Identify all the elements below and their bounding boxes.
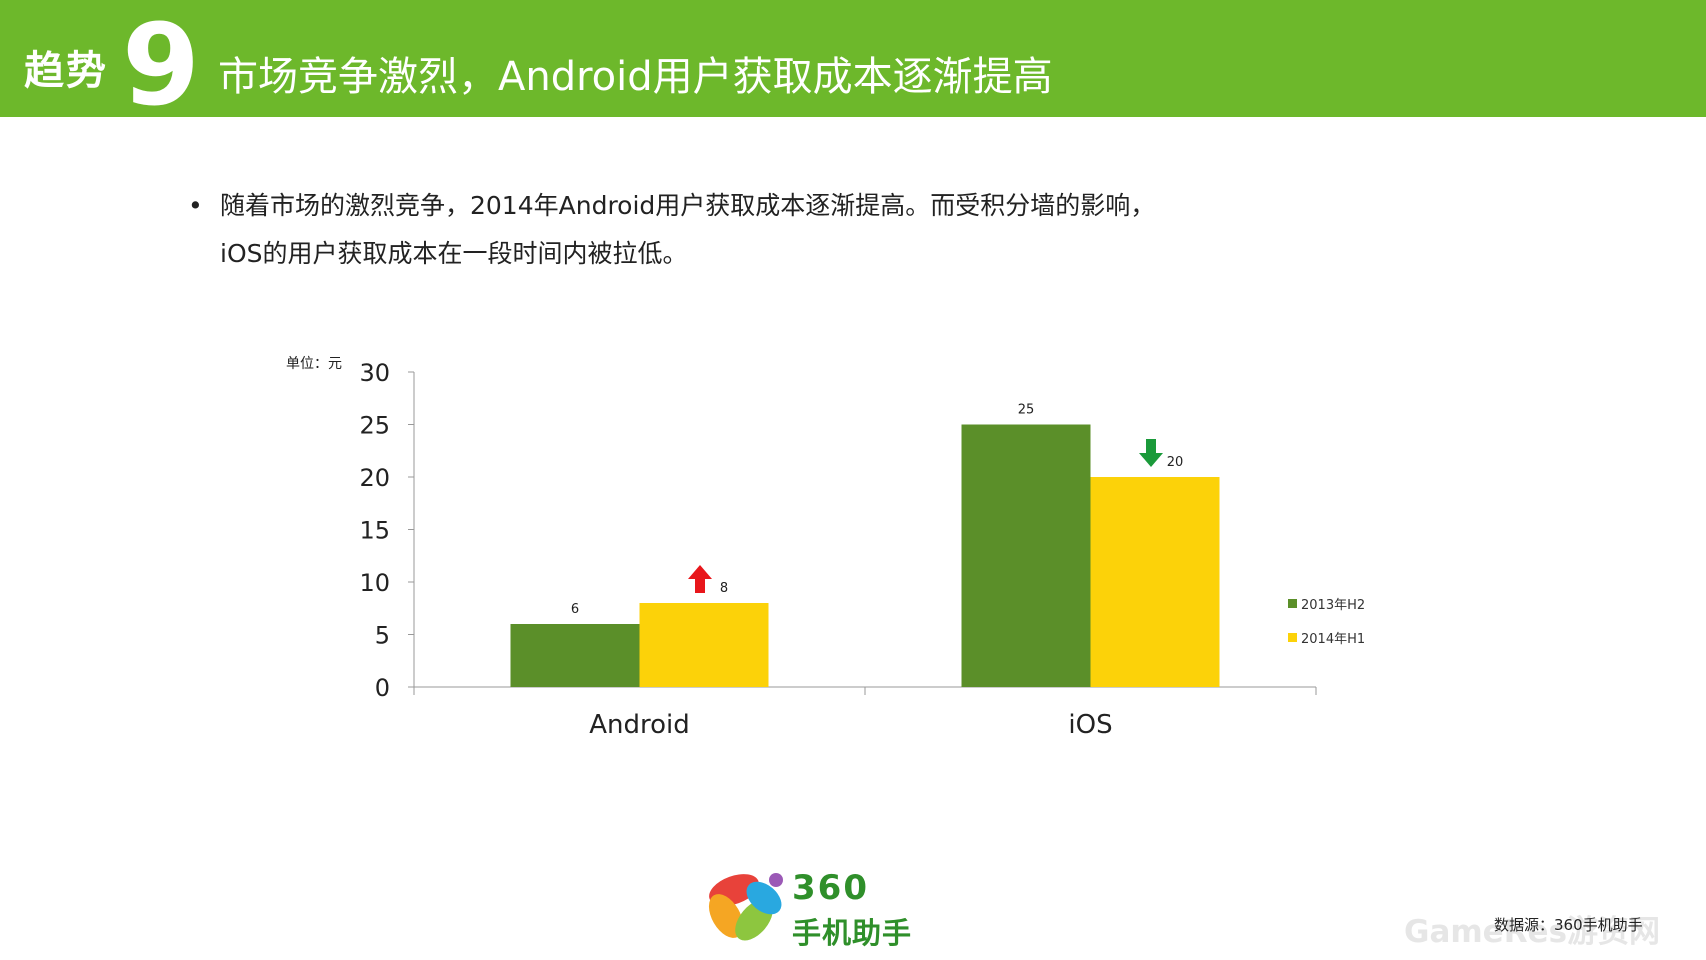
unit-label: 单位：元 xyxy=(286,356,342,372)
watermark: GameRes游资网 xyxy=(1404,914,1661,950)
page-title: 市场竞争激烈，Android用户获取成本逐渐提高 xyxy=(218,54,1053,100)
trend-number: 9 xyxy=(122,1,200,131)
trend-label: 趋势 xyxy=(24,48,108,94)
legend-swatch-series-1 xyxy=(1288,598,1297,608)
logo-brand-text: 360 xyxy=(792,868,869,908)
bar xyxy=(639,603,769,687)
bar xyxy=(961,424,1091,687)
y-tick-label: 30 xyxy=(359,359,390,387)
arrow-down-icon xyxy=(1139,439,1163,467)
y-tick-label: 5 xyxy=(375,622,390,650)
data-label: 25 xyxy=(1018,403,1035,418)
data-label: 6 xyxy=(571,602,579,617)
chart-legend: 2013年H2 2014年H1 xyxy=(1288,586,1365,654)
data-label: 20 xyxy=(1167,455,1184,470)
bar xyxy=(1090,477,1220,687)
arrow-up-icon xyxy=(688,565,712,593)
data-label: 8 xyxy=(720,581,728,596)
y-tick-label: 20 xyxy=(359,464,390,492)
x-category-label: Android xyxy=(589,710,690,740)
legend-swatch-series-2 xyxy=(1288,632,1297,642)
bar xyxy=(510,624,640,687)
legend-label-series-2: 2014年H1 xyxy=(1301,631,1366,647)
bullet-dot: • xyxy=(188,191,203,220)
bullet-line-1: 随着市场的激烈竞争，2014年Android用户获取成本逐渐提高。而受积分墙的影… xyxy=(220,191,1156,220)
brand-logo: 360 手机助手 xyxy=(704,868,1024,950)
y-tick-label: 10 xyxy=(359,569,390,597)
y-tick-label: 25 xyxy=(359,412,390,440)
logo-flower-icon xyxy=(708,873,783,941)
y-tick-label: 0 xyxy=(375,674,390,702)
y-tick-label: 15 xyxy=(359,517,390,545)
legend-item-series-2: 2014年H1 xyxy=(1288,620,1365,654)
x-category-label: iOS xyxy=(1068,710,1112,740)
logo-subtitle: 手机助手 xyxy=(792,916,913,950)
data-source-note: 数据源：360手机助手 xyxy=(1494,916,1643,934)
bullet-paragraph: • 随着市场的激烈竞争，2014年Android用户获取成本逐渐提高。而受积分墙… xyxy=(188,182,1248,278)
bullet-line-2: iOS的用户获取成本在一段时间内被拉低。 xyxy=(220,239,688,268)
legend-label-series-1: 2013年H2 xyxy=(1301,597,1366,613)
header-bar: 趋势 9 市场竞争激烈，Android用户获取成本逐渐提高 xyxy=(0,0,1706,122)
legend-item-series-1: 2013年H2 xyxy=(1288,586,1365,620)
